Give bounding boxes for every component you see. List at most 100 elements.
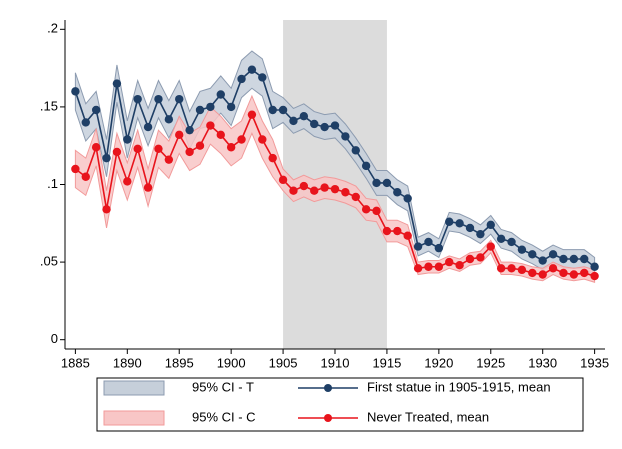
series-marker xyxy=(289,186,298,195)
series-marker xyxy=(455,260,464,270)
series-marker xyxy=(507,237,516,247)
series-marker xyxy=(154,94,163,104)
series-marker xyxy=(71,87,80,96)
series-marker xyxy=(91,105,101,115)
series-marker xyxy=(123,135,132,144)
series-marker xyxy=(496,264,506,273)
series-marker xyxy=(424,237,433,247)
series-marker xyxy=(154,144,163,154)
series-marker xyxy=(320,122,329,132)
series-marker xyxy=(403,231,412,240)
series-marker xyxy=(434,243,444,253)
series-marker xyxy=(382,226,392,236)
series-marker xyxy=(569,254,579,264)
series-marker xyxy=(528,250,537,259)
series-marker xyxy=(341,188,350,197)
series-marker xyxy=(320,183,329,192)
series-marker xyxy=(143,122,153,132)
legend-box xyxy=(96,377,584,432)
series-marker xyxy=(580,268,589,278)
series-marker xyxy=(445,257,454,267)
series-marker xyxy=(382,178,392,188)
series-marker xyxy=(455,219,464,228)
series-marker xyxy=(393,188,402,197)
series-marker xyxy=(226,143,236,152)
series-marker xyxy=(278,105,288,115)
series-marker xyxy=(330,121,340,130)
series-marker xyxy=(310,186,319,195)
series-marker xyxy=(590,271,599,281)
series-marker xyxy=(258,135,267,144)
series-marker xyxy=(237,135,246,144)
series-marker xyxy=(195,105,205,115)
series-marker xyxy=(143,183,153,192)
series-marker xyxy=(372,206,381,216)
series-marker xyxy=(175,130,184,140)
series-marker xyxy=(206,121,215,130)
legend-marker xyxy=(324,384,332,392)
series-marker xyxy=(102,153,111,163)
series-marker xyxy=(528,268,537,278)
legend-label: 95% CI - T xyxy=(192,379,254,394)
series-marker xyxy=(71,164,80,174)
series-marker xyxy=(465,254,475,264)
series-marker xyxy=(216,130,225,140)
series-marker xyxy=(517,265,527,275)
series-marker xyxy=(486,220,495,230)
series-marker xyxy=(393,226,402,236)
series-marker xyxy=(164,115,174,124)
series-marker xyxy=(268,153,277,163)
x-tick-label: 1910 xyxy=(321,355,350,370)
series-marker xyxy=(476,229,485,239)
series-marker xyxy=(237,74,246,84)
x-tick-label: 1885 xyxy=(61,355,90,370)
legend-label: 95% CI - C xyxy=(192,409,256,424)
series-marker xyxy=(590,262,599,271)
series-marker xyxy=(476,253,485,262)
series-marker xyxy=(226,102,236,112)
series-marker xyxy=(424,262,433,271)
series-marker xyxy=(310,119,319,129)
series-marker xyxy=(123,177,132,186)
legend-swatch xyxy=(103,380,165,396)
series-marker xyxy=(164,155,174,164)
series-marker xyxy=(538,270,547,279)
series-marker xyxy=(548,250,558,259)
y-tick-label: 0 xyxy=(51,331,58,346)
series-marker xyxy=(351,192,360,202)
series-marker xyxy=(517,245,527,254)
series-marker xyxy=(507,264,516,273)
series-marker xyxy=(278,175,288,185)
series-marker xyxy=(361,161,371,171)
series-marker xyxy=(195,141,205,150)
series-marker xyxy=(81,172,90,181)
series-marker xyxy=(559,254,568,264)
x-tick-label: 1920 xyxy=(424,355,453,370)
series-marker xyxy=(559,268,568,278)
x-tick-label: 1905 xyxy=(269,355,298,370)
series-marker xyxy=(548,264,558,273)
series-marker xyxy=(91,143,101,152)
series-marker xyxy=(330,184,340,194)
series-marker xyxy=(102,205,111,214)
series-marker xyxy=(133,94,142,104)
series-marker xyxy=(403,194,412,203)
series-marker xyxy=(258,73,267,82)
series-marker xyxy=(445,217,454,226)
series-marker xyxy=(569,270,579,279)
series-marker xyxy=(413,264,423,273)
series-marker xyxy=(341,132,350,141)
series-marker xyxy=(361,205,371,214)
x-tick-label: 1925 xyxy=(476,355,505,370)
series-marker xyxy=(81,118,90,127)
series-marker xyxy=(538,256,547,265)
x-tick-label: 1900 xyxy=(217,355,246,370)
series-marker xyxy=(289,116,298,126)
series-marker xyxy=(372,178,381,188)
series-marker xyxy=(434,262,444,271)
series-marker xyxy=(580,254,589,264)
y-tick-label: .15 xyxy=(40,98,58,113)
x-tick-label: 1890 xyxy=(113,355,142,370)
